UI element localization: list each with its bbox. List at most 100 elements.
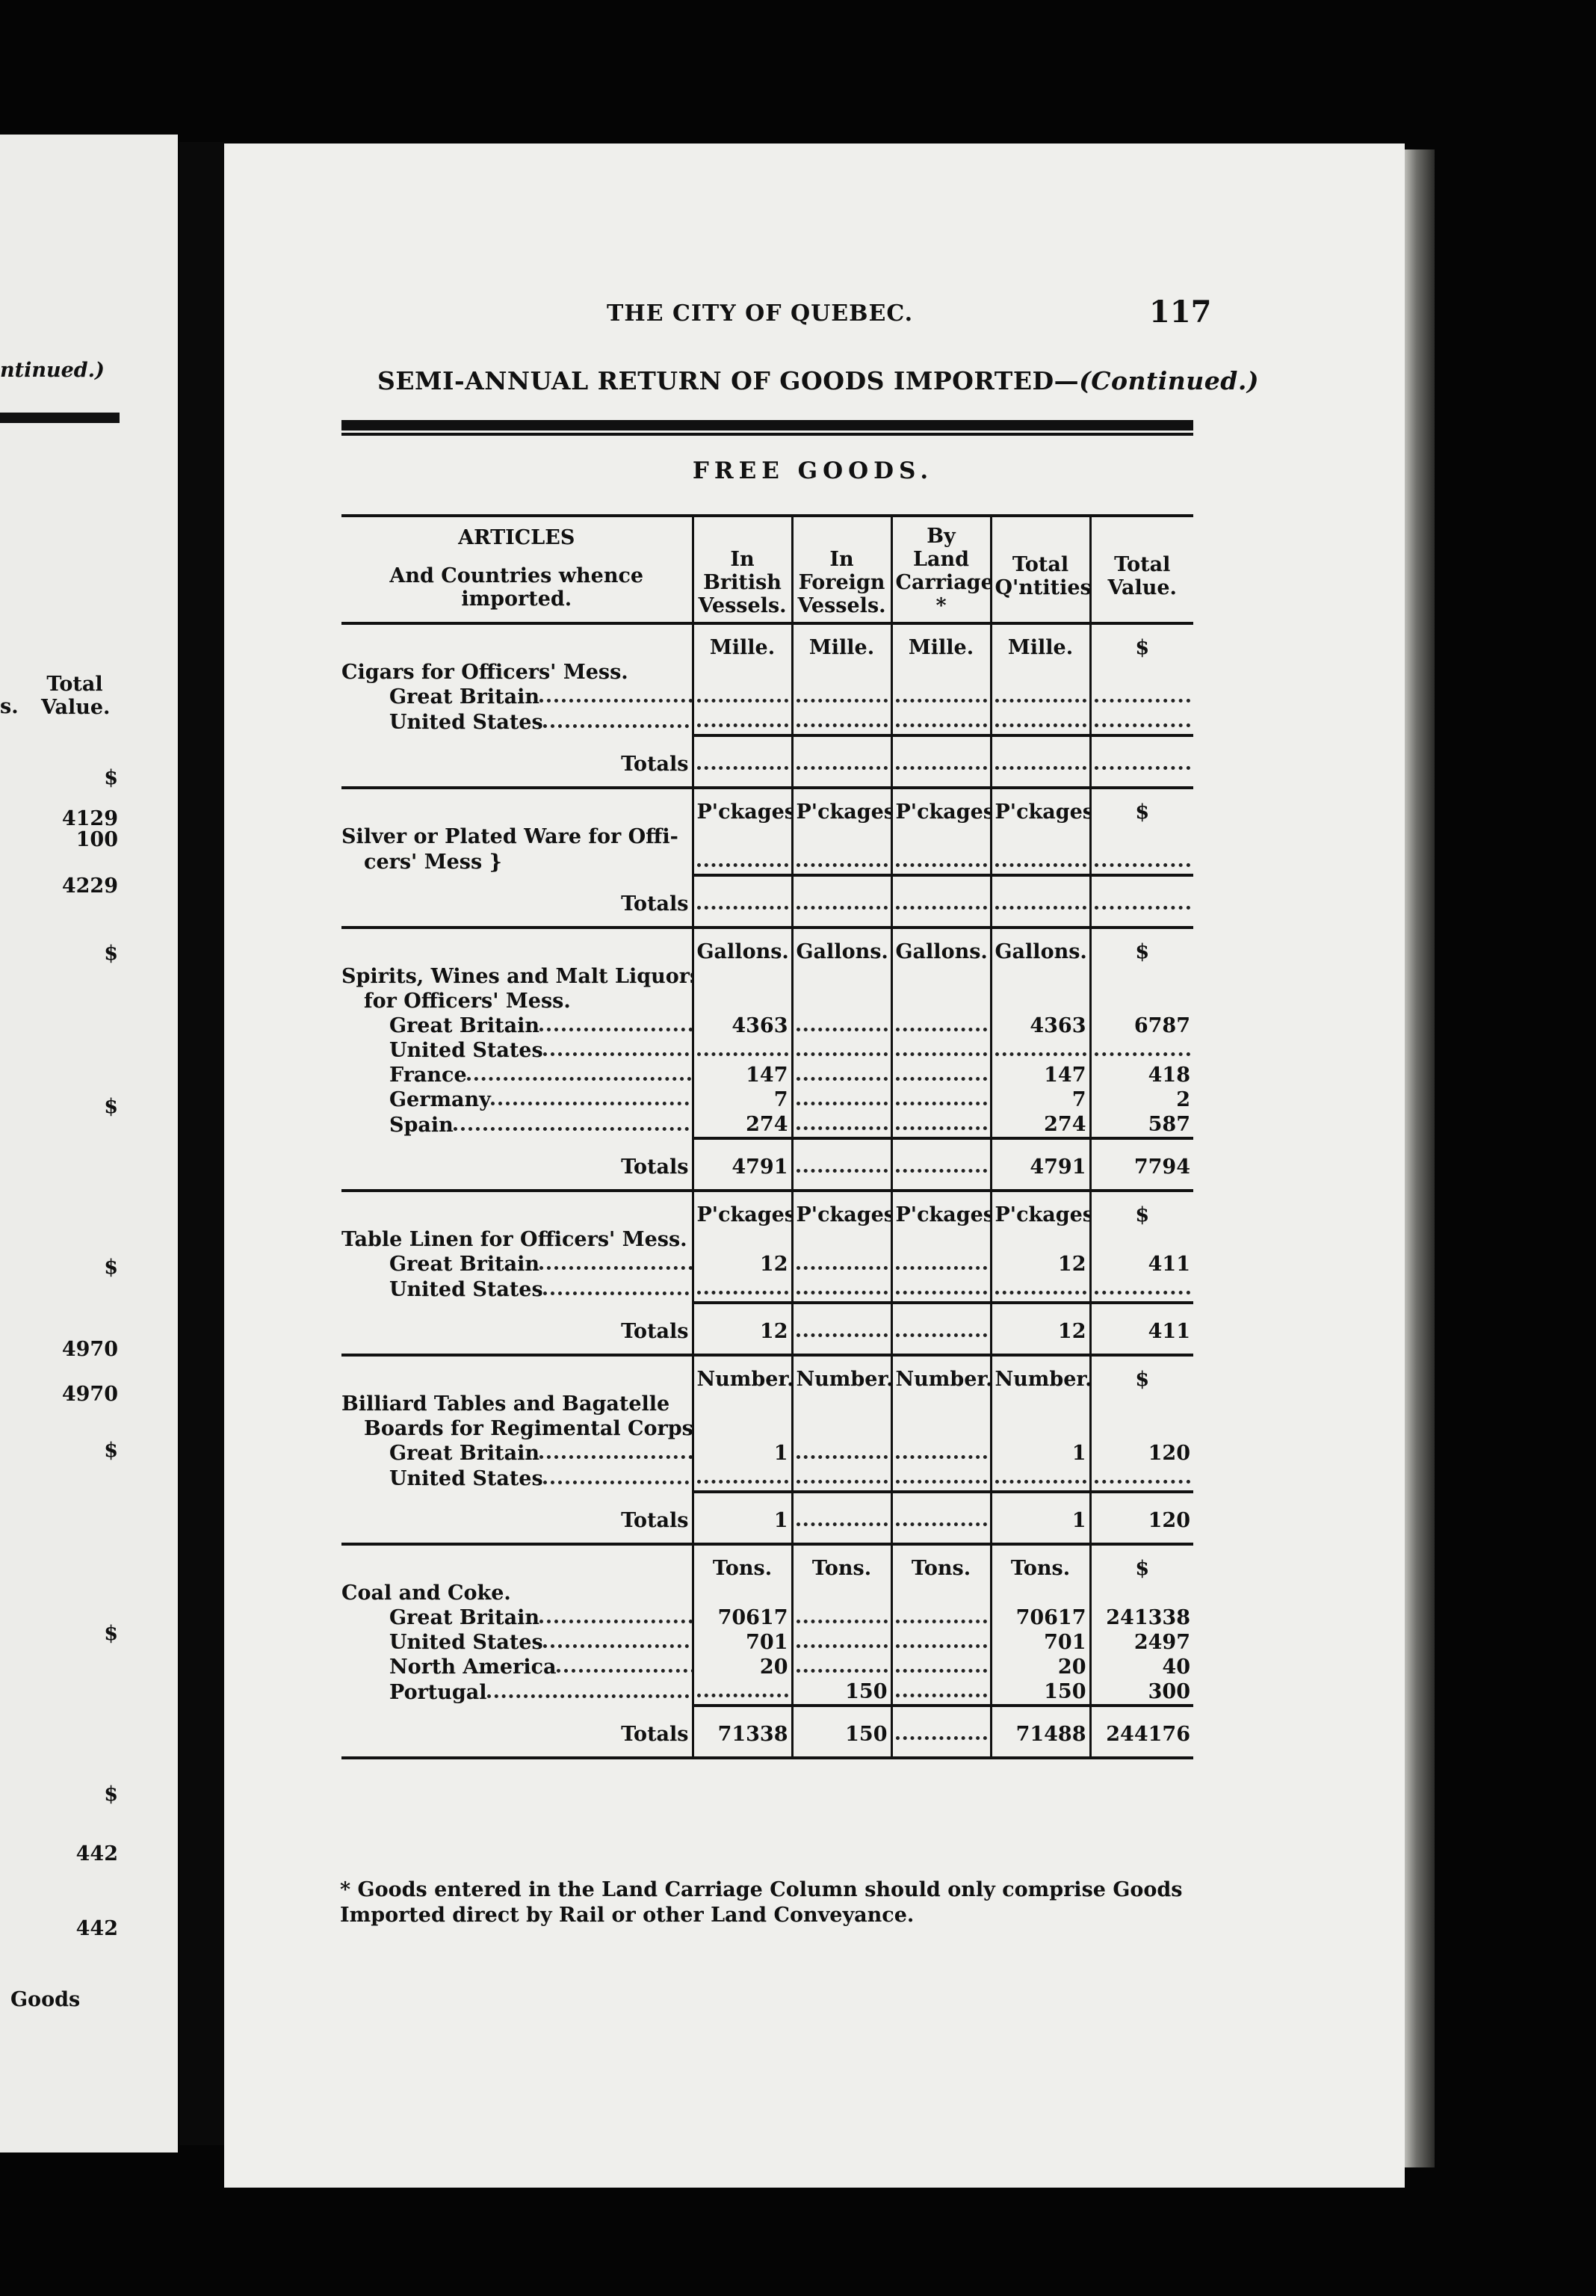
page-number: 117 [1149,294,1212,330]
empty-cell [890,849,991,875]
cell-british: 7 [691,1087,792,1112]
spacer-cell [890,1343,991,1355]
table-row: United States [341,1277,1193,1303]
dotted-leader [895,1096,987,1105]
empty-cell [691,1581,792,1605]
spacer-cell [341,916,693,928]
dotted-leader [796,1614,888,1623]
spacer-cell [691,1532,792,1544]
dotted-leader [556,1663,693,1673]
table-row: France 147 147 418 [341,1063,1193,1087]
cell-foreign [791,1087,891,1112]
empty-cell [791,1392,891,1416]
cell-value: 120 [1089,1441,1193,1466]
unit-foreign: Tons. [791,1556,891,1581]
dotted-leader [895,1730,987,1740]
dotted-leader [995,857,1086,867]
spacer-cell [890,916,991,928]
header-articles-sub: And Countries whence imported. [389,564,644,611]
cell-land [890,1087,991,1112]
dotted-leader [895,1260,987,1270]
country-label: Great Britain [341,1252,693,1277]
country-label: United States [341,1630,693,1655]
cell-foreign [791,1277,891,1303]
cell-qty: 70617 [989,1605,1090,1630]
cell-foreign [791,709,891,735]
dotted-leader [1094,1046,1190,1056]
spacer-cell [791,926,891,939]
totals-row: Totals [341,734,1193,776]
spacer-cell [791,1532,891,1544]
left-page-value: 4129 [61,807,118,830]
unit-value: $ [1089,1367,1193,1392]
left-page-value: $ [104,1783,118,1806]
dotted-leader [1094,857,1190,867]
dotted-leader [995,760,1086,770]
section-name-row: Cigars for Officers' Mess. [341,660,1193,685]
dotted-leader [796,718,888,727]
spacer-cell [791,1179,891,1191]
dotted-leader [895,1614,987,1623]
left-page-value: 442 [75,1842,118,1866]
spacer-cell [989,1179,1090,1191]
section-subtitle: FREE GOODS. [692,457,934,484]
total-value: 120 [1089,1490,1193,1532]
cell-british [691,1277,792,1303]
spacer-cell [791,622,891,635]
cell-foreign [791,1063,891,1087]
title-continued: (Continued.) [1079,366,1259,395]
header-qty: Total Q'ntities [989,514,1090,625]
empty-cell [1089,1227,1193,1252]
country-name: United States [389,1467,543,1490]
empty-cell [989,824,1090,849]
country-label: Great Britain [341,1013,693,1038]
unit-value: $ [1089,939,1193,964]
unit-british: Tons. [691,1556,792,1581]
total-value: 7794 [1089,1137,1193,1179]
unit-value: $ [1089,1556,1193,1581]
spacer-cell [791,1746,891,1758]
spacer-cell [691,1179,792,1191]
cell-value: 6787 [1089,1013,1193,1038]
country-label: Great Britain [341,685,693,709]
table-row: Great Britain 12 12 411 [341,1252,1193,1277]
totals-label: Totals [341,1492,693,1532]
units-row: Mille. Mille. Mille. Mille. $ [341,635,1193,660]
country-name: Great Britain [389,685,539,709]
total-value [1089,734,1193,776]
cell-qty [989,1466,1090,1492]
left-header-fragment: ntinued.) [0,359,105,382]
section-name: Boards for Regimental Corps. [364,1417,693,1440]
spacer-cell [1089,1343,1193,1355]
dotted-leader [796,900,888,910]
empty-cell [989,1227,1090,1252]
dotted-leader [1094,1285,1190,1294]
spacer-cell [341,926,693,939]
header-articles-title: ARTICLES [458,526,575,549]
totals-row: Totals 4791 4791 7794 [341,1137,1193,1179]
dotted-leader [995,900,1086,910]
cell-value [1089,685,1193,709]
cell-land [890,1038,991,1063]
unit-value: $ [1089,635,1193,660]
dotted-leader [796,1071,888,1081]
cell-qty [989,709,1090,735]
left-page-value: $ [104,942,118,965]
unit-qty: Number. [989,1367,1090,1392]
left-footer-fragment: Goods [10,1988,81,2011]
dotted-leader [696,857,788,867]
cell-land [890,709,991,735]
spacer-cell [1089,1189,1193,1203]
dotted-leader [696,1474,788,1484]
empty-cell [791,964,891,989]
empty-cell [890,824,991,849]
header-british: In British Vessels. [691,514,792,625]
dotted-leader [1094,693,1190,703]
table-row: Great Britain [341,685,1193,709]
cell-value: 411 [1089,1252,1193,1277]
spacer-cell [890,1189,991,1203]
cell-land [890,1013,991,1038]
imports-table: ARTICLES And Countries whence imported. … [341,514,1193,1770]
section-name: Silver or Plated Ware for Offi- [341,825,678,848]
dotted-leader [796,857,888,867]
